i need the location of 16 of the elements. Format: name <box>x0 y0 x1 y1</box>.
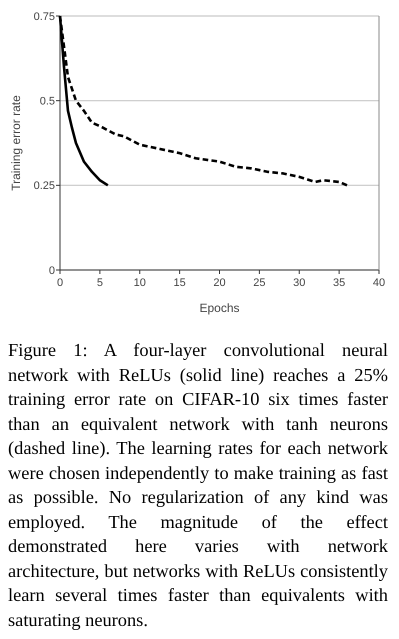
x-tick-label: 25 <box>253 277 266 289</box>
y-tick-label: 0.75 <box>34 10 55 23</box>
y-tick-label: 0 <box>48 264 55 277</box>
x-tick-label: 20 <box>213 277 226 289</box>
x-tick-label: 40 <box>372 277 386 289</box>
y-axis-title: Training error rate <box>9 94 23 191</box>
x-tick-label: 10 <box>134 277 146 289</box>
x-tick-label: 5 <box>96 277 103 289</box>
x-tick-label: 35 <box>333 277 346 289</box>
x-tick-label: 30 <box>293 277 306 289</box>
y-tick-label: 0.25 <box>34 180 55 192</box>
text: Figure 1: A four-layer convolutional neural network with ReLUs (solid line) reaches a 25% training error rate on CIFAR-10 six times faster than an equivalent network with tanh neurons (dashed line). The learning rates for each network were chosen independently to make training as fast as possible. No regularization of any kind was employed. The magnitude of the effect demonstrated here varies with network architecture, but networks with ReLUs consistently learn several times faster than equivalents with saturating neurons. <box>8 340 388 630</box>
x-axis-title: Epochs <box>199 301 240 315</box>
y-tick-label: 0.5 <box>40 96 55 108</box>
x-tick-label: 15 <box>174 277 186 289</box>
x-tick-label: 0 <box>56 277 64 289</box>
